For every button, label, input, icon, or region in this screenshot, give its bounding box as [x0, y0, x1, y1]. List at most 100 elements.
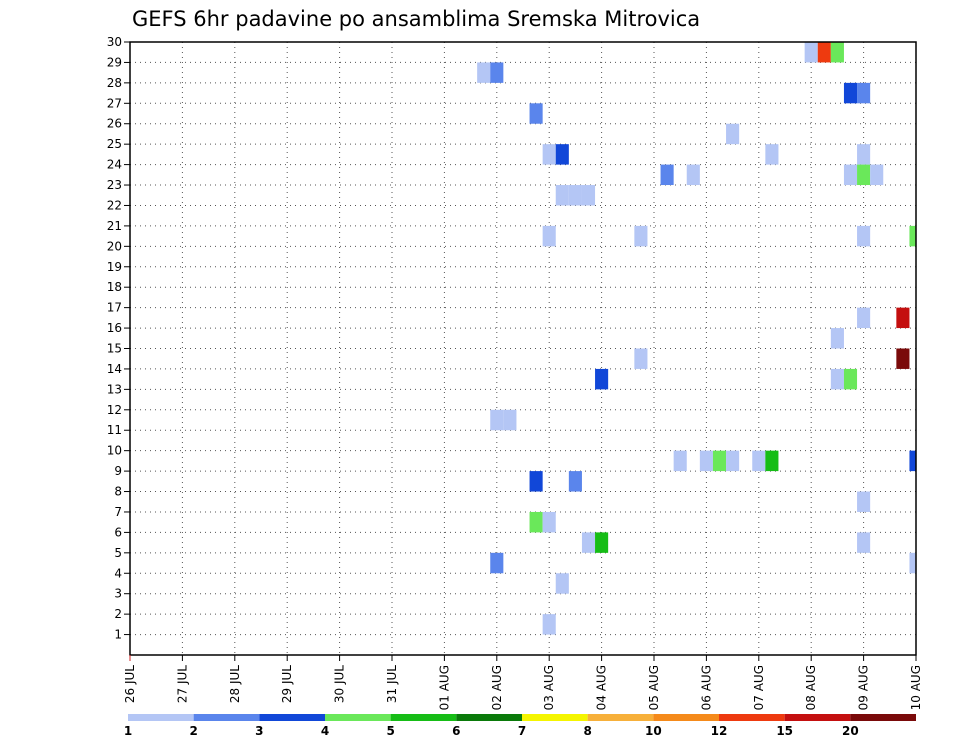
precip-cell: [634, 348, 648, 369]
precip-cell: [503, 409, 517, 431]
precip-cell: [490, 62, 504, 83]
y-tick-label: 5: [114, 546, 122, 560]
x-tick-label: 26 JUL: [123, 665, 137, 703]
precip-cell: [581, 185, 596, 206]
y-tick-label: 16: [107, 321, 122, 335]
precip-cell: [477, 62, 491, 83]
plot-frame: [129, 41, 917, 656]
colorbar-label: 7: [518, 724, 526, 738]
y-tick-label: 27: [107, 96, 122, 110]
colorbar-swatch: [193, 714, 260, 721]
colorbar-swatch: [522, 714, 588, 721]
precip-cell: [686, 164, 700, 186]
precip-cell: [634, 225, 648, 247]
x-tick-label: 06 AUG: [699, 665, 713, 710]
colorbar-label: 15: [776, 724, 793, 738]
y-tick-label: 7: [114, 505, 122, 519]
colorbar-label: 6: [452, 724, 460, 738]
colorbar-label: 8: [583, 724, 591, 738]
precip-cell: [909, 225, 916, 247]
y-tick-label: 11: [107, 423, 122, 437]
precip-cell: [830, 328, 844, 349]
precip-cell: [660, 164, 674, 186]
precip-cell: [843, 164, 858, 186]
precip-cell: [490, 552, 504, 574]
precip-cell: [555, 144, 569, 165]
x-tick-label: 03 AUG: [542, 665, 556, 710]
precip-cell: [896, 307, 910, 329]
precip-cell: [752, 450, 766, 472]
colorbar-label: 4: [321, 724, 329, 738]
precip-cell: [712, 450, 727, 472]
y-tick-label: 13: [107, 382, 122, 396]
x-tick-label: 04 AUG: [595, 665, 609, 710]
y-tick-label: 29: [107, 55, 122, 69]
y-tick-label: 20: [107, 239, 122, 253]
precip-cell: [843, 368, 858, 390]
y-tick-label: 12: [107, 403, 122, 417]
precip-cell: [857, 491, 871, 512]
colorbar-label: 20: [842, 724, 859, 738]
colorbar-swatch: [456, 714, 522, 721]
colorbar-swatch: [390, 714, 457, 721]
precip-cell: [765, 144, 779, 165]
y-tick-label: 17: [107, 301, 122, 315]
x-tick-label: 01 AUG: [437, 665, 451, 710]
colorbar-label: 12: [711, 724, 728, 738]
colorbar-label: 3: [255, 724, 263, 738]
colorbar-label: 5: [386, 724, 394, 738]
y-tick-label: 4: [114, 566, 122, 580]
precip-cell: [817, 42, 831, 63]
x-tick-label: 05 AUG: [647, 665, 661, 710]
precip-cell: [568, 185, 582, 206]
y-tick-label: 1: [114, 628, 122, 642]
y-tick-label: 21: [107, 219, 122, 233]
precip-cell: [726, 123, 740, 145]
colorbar-swatch: [653, 714, 719, 721]
x-tick-label: 07 AUG: [752, 665, 766, 710]
precip-cell: [857, 164, 871, 186]
precip-cell: [804, 42, 818, 63]
x-tick-label: 28 JUL: [228, 665, 242, 703]
colorbar-swatch: [587, 714, 654, 721]
colorbar-swatch: [325, 714, 391, 721]
colorbar-swatch: [128, 714, 194, 721]
y-tick-label: 19: [107, 260, 122, 274]
precip-cell: [843, 82, 858, 104]
y-tick-label: 15: [107, 342, 122, 356]
x-tick-label: 30 JUL: [333, 665, 347, 703]
y-tick-label: 25: [107, 137, 122, 151]
y-tick-label: 23: [107, 178, 122, 192]
precip-cell: [595, 532, 609, 553]
x-tick-label: 08 AUG: [804, 665, 818, 710]
x-tick-label: 29 JUL: [280, 665, 294, 703]
precip-cell: [857, 144, 871, 165]
precip-cell: [765, 450, 779, 472]
colorbar-swatch: [259, 714, 325, 721]
precip-cell: [909, 552, 916, 574]
x-tick-label: 09 AUG: [857, 665, 871, 710]
y-tick-label: 9: [114, 464, 122, 478]
precip-cell: [529, 471, 543, 492]
precip-cell: [673, 450, 687, 472]
precip-cell: [857, 225, 871, 247]
precip-cell: [542, 614, 556, 635]
precip-cells: [477, 42, 916, 635]
precip-cell: [830, 42, 844, 63]
colorbar-label: 1: [124, 724, 132, 738]
chart-title: GEFS 6hr padavine po ansamblima Sremska …: [132, 7, 700, 31]
precip-cell: [581, 532, 596, 553]
precip-cell: [555, 573, 569, 594]
y-tick-label: 2: [114, 607, 122, 621]
precip-cell: [542, 511, 556, 533]
precip-cell: [857, 532, 871, 553]
x-tick-label: 10 AUG: [909, 665, 923, 710]
y-tick-label: 18: [107, 280, 122, 294]
x-axis: 26 JUL 27 JUL 28 JUL 29 JUL 30 JUL 31 JUL 01 A…: [123, 655, 923, 710]
colorbar-label: 10: [645, 724, 662, 738]
y-tick-label: 28: [107, 76, 122, 90]
precip-cell: [830, 368, 844, 390]
colorbar-swatch: [784, 714, 851, 721]
precip-cell: [555, 185, 569, 206]
